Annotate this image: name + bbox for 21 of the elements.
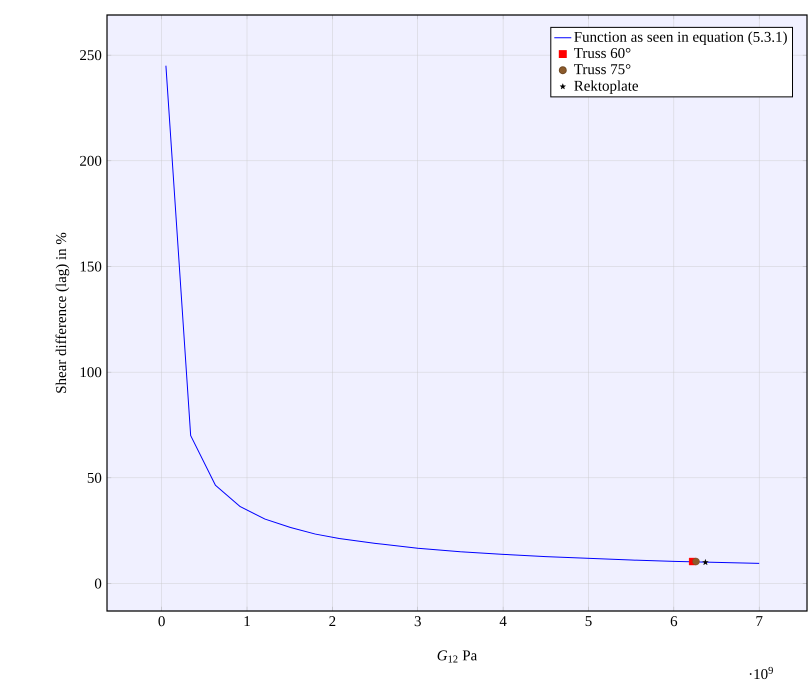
y-tick-label: 0 [94,578,102,589]
x-axis-title: G$_{12}$ Pa [438,650,478,662]
y-tick-label: 200 [80,156,102,166]
y-tick-label: 100 [80,367,102,378]
y-tick-label: 150 [80,261,102,272]
x-tick-label: 6 [670,616,678,626]
legend-label: Truss 60° [574,48,630,58]
x-tick-label: 0 [158,616,165,626]
legend-label: Rektoplate [574,80,638,94]
y-axis-title: Shear difference (lag) in % [56,232,70,393]
x-tick-label: 5 [586,616,592,626]
x-tick-label: 4 [500,616,507,626]
y-tick-label: 50 [88,472,102,483]
legend-label: Function as seen in equation (5.3.1) [574,31,787,45]
text: ·10$^{9}$ [750,666,773,680]
x-tick-label: 7 [756,616,762,626]
legend-label: Truss 75° [574,64,630,74]
x-tick-label: 2 [329,616,336,626]
x-tick-label: 1 [244,616,250,626]
x-tick-label: 3 [414,616,421,626]
y-tick-label: 250 [80,50,102,60]
